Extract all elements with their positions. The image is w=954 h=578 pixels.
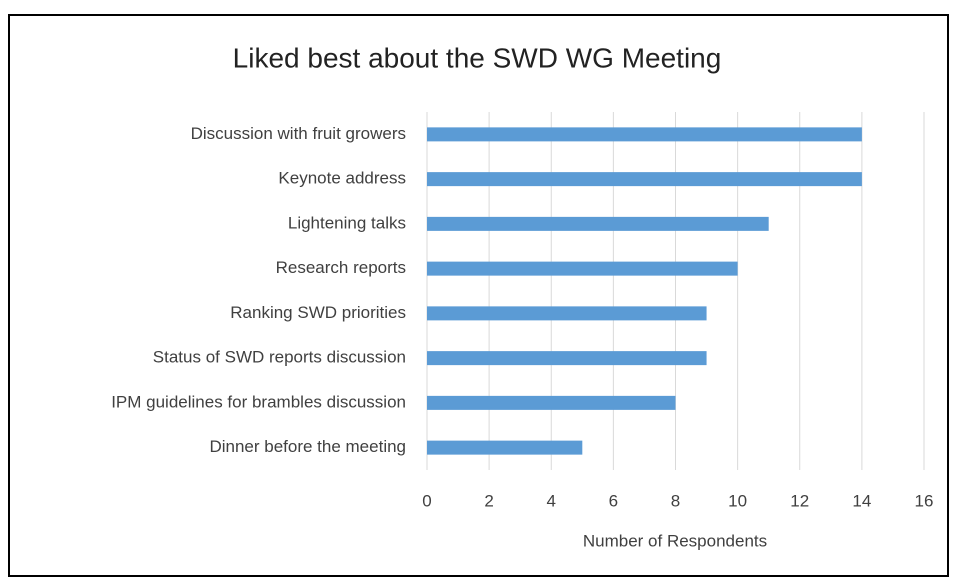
- y-tick-label: Discussion with fruit growers: [191, 124, 406, 143]
- x-axis-title: Number of Respondents: [583, 531, 767, 550]
- bar: [427, 440, 583, 455]
- y-tick-label: IPM guidelines for brambles discussion: [111, 392, 406, 411]
- y-tick-label: Lightening talks: [288, 213, 406, 232]
- x-tick-label: 12: [790, 491, 809, 510]
- x-tick-label: 2: [484, 491, 493, 510]
- x-tick-label: 0: [422, 491, 431, 510]
- x-tick-label: 4: [547, 491, 556, 510]
- x-tick-label: 16: [915, 491, 934, 510]
- bar: [427, 306, 707, 321]
- bar: [427, 395, 676, 410]
- x-tick-label: 8: [671, 491, 680, 510]
- x-tick-label: 10: [728, 491, 747, 510]
- bar: [427, 172, 862, 187]
- bar: [427, 351, 707, 366]
- bar: [427, 261, 738, 276]
- y-tick-label: Ranking SWD priorities: [230, 303, 406, 322]
- x-tick-label: 6: [609, 491, 618, 510]
- y-tick-label: Status of SWD reports discussion: [153, 348, 406, 367]
- x-tick-label: 14: [852, 491, 871, 510]
- y-tick-label: Keynote address: [278, 169, 406, 188]
- y-tick-label: Research reports: [276, 258, 406, 277]
- chart-title: Liked best about the SWD WG Meeting: [233, 42, 722, 73]
- y-tick-label: Dinner before the meeting: [209, 437, 406, 456]
- bar: [427, 216, 769, 231]
- chart-border: [8, 14, 949, 577]
- bar: [427, 127, 862, 142]
